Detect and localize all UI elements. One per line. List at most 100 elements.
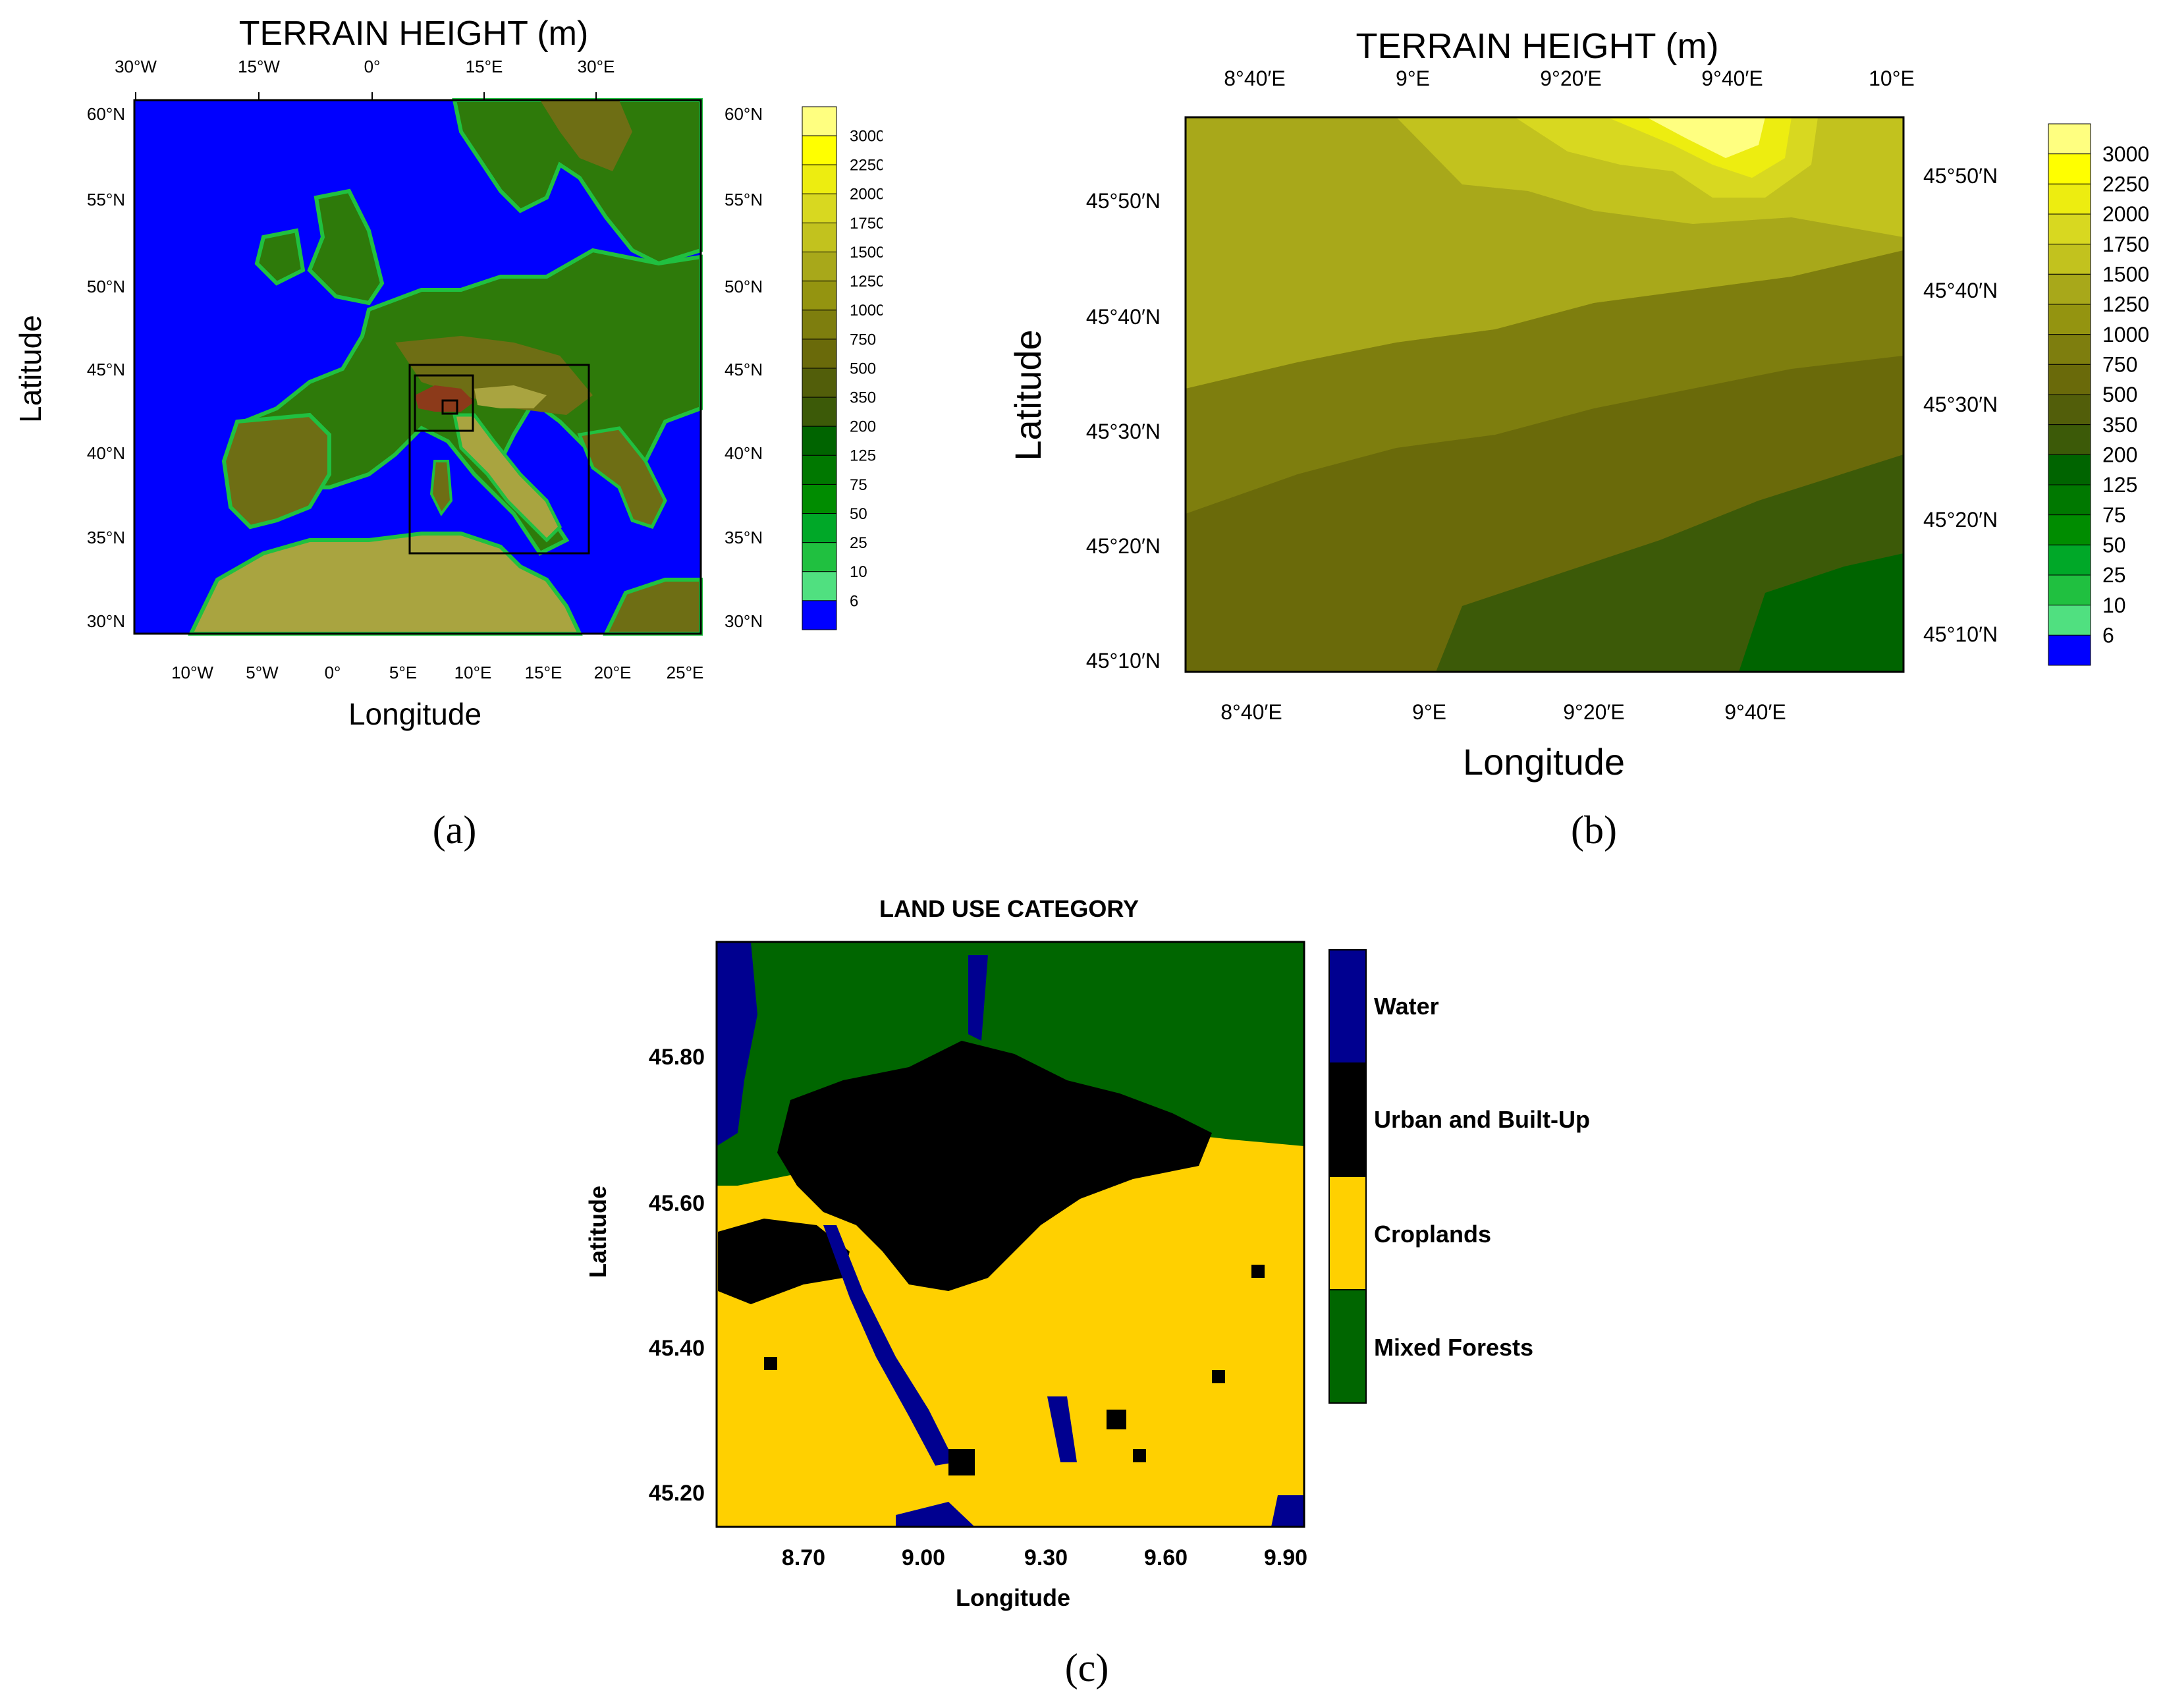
nest-domain-d02	[408, 364, 590, 555]
lat-tick-right: 45°40′N	[1923, 279, 1998, 302]
colorbar-swatch	[802, 281, 837, 311]
bottom-tick-label: 9°E	[1412, 700, 1446, 724]
legend-swatch-forests	[1328, 1289, 1367, 1404]
colorbar-swatch	[2048, 424, 2091, 455]
colorbar-swatch	[2048, 123, 2091, 155]
colorbar-label: 75	[2102, 503, 2126, 527]
legend-label: Croplands	[1374, 1221, 1491, 1248]
lat-tick-right: 45°30′N	[1923, 393, 1998, 416]
colorbar-swatch	[2048, 183, 2091, 215]
lat-tick-right: 50°N	[725, 277, 763, 296]
colorbar-label: 500	[850, 360, 876, 377]
bottom-tick-label: 8°40′E	[1220, 700, 1282, 724]
panel-a-bottom-ticks: 10°W 5°W 0° 5°E 10°E 15°E 20°E 25°E	[171, 663, 703, 682]
bottom-tick-label: 15°E	[525, 663, 562, 682]
colorbar-swatch	[2048, 544, 2091, 576]
panel-a-ylabel: Latitude	[13, 315, 47, 423]
colorbar-label: 125	[2102, 473, 2137, 497]
panel-c-x-ticks: 8.70 9.00 9.30 9.60 9.90	[782, 1545, 1307, 1570]
legend-swatch-urban	[1328, 1062, 1367, 1177]
bottom-tick-label: 10°E	[454, 663, 492, 682]
colorbar-swatch	[802, 426, 837, 456]
panel-b-top-ticks: 8°40′E 9°E 9°20′E 9°40′E 10°E	[1224, 67, 1915, 90]
lat-tick-left: 45°40′N	[1086, 305, 1161, 329]
lat-tick-left: 45°50′N	[1086, 189, 1161, 213]
colorbar-swatch	[2048, 574, 2091, 606]
colorbar-label: 1750	[850, 215, 883, 233]
top-tick-label: 30°W	[115, 57, 157, 76]
top-tick-label: 30°E	[578, 57, 615, 76]
legend-label: Mixed Forests	[1374, 1334, 1533, 1361]
colorbar-swatch	[2048, 484, 2091, 516]
lat-tick-right: 30°N	[725, 611, 763, 631]
lat-tick-left: 50°N	[87, 277, 125, 296]
colorbar-swatch	[802, 252, 837, 282]
lat-tick-right: 60°N	[725, 104, 763, 124]
bottom-tick-label: 0°	[325, 663, 341, 682]
top-tick-label: 9°E	[1396, 67, 1430, 90]
colorbar-swatch	[2048, 213, 2091, 245]
lat-tick-right: 45°50′N	[1923, 164, 1998, 188]
lat-tick-left: 40°N	[87, 443, 125, 463]
colorbar-label: 1750	[2102, 233, 2149, 256]
colorbar-swatch	[802, 193, 837, 223]
colorbar-swatch	[802, 600, 837, 630]
colorbar-label: 350	[850, 389, 876, 407]
colorbar-swatch	[2048, 605, 2091, 636]
colorbar-label: 10	[2102, 593, 2126, 617]
colorbar-label: 25	[2102, 563, 2126, 587]
legend-swatch-croplands	[1328, 1176, 1367, 1290]
bottom-tick-label: 5°E	[389, 663, 417, 682]
colorbar-label: 50	[2102, 534, 2126, 557]
panel-b-right-ticks: 45°50′N 45°40′N 45°30′N 45°20′N 45°10′N	[1923, 164, 1998, 646]
legend-label: Water	[1374, 993, 1439, 1020]
colorbar-label: 10	[850, 563, 867, 581]
colorbar-swatch	[2048, 514, 2091, 545]
panel-b-left-ticks: 45°50′N 45°40′N 45°30′N 45°20′N 45°10′N	[1086, 189, 1161, 673]
top-tick-label: 15°W	[238, 57, 280, 76]
colorbar-swatch	[2048, 334, 2091, 365]
top-tick-label: 9°20′E	[1540, 67, 1602, 90]
panel-c-ylabel: Latitude	[584, 1186, 611, 1278]
colorbar-swatch	[802, 483, 837, 514]
colorbar-label: 3000	[2102, 142, 2149, 166]
colorbar-swatch	[802, 106, 837, 136]
panel-b-xlabel: Longitude	[1463, 741, 1625, 783]
colorbar-swatch	[2048, 364, 2091, 395]
legend-swatch-water	[1328, 949, 1367, 1064]
colorbar-swatch	[2048, 394, 2091, 426]
colorbar-swatch	[802, 513, 837, 543]
colorbar-label: 6	[2102, 624, 2114, 647]
colorbar-label: 50	[850, 505, 867, 523]
colorbar-swatch	[802, 222, 837, 253]
colorbar-label: 2250	[850, 157, 883, 175]
top-tick-label: 9°40′E	[1701, 67, 1763, 90]
panel-b-caption: (b)	[1571, 808, 1617, 852]
bottom-tick-label: 20°E	[594, 663, 632, 682]
lat-tick-right: 55°N	[725, 190, 763, 209]
land-use-map	[715, 941, 1305, 1528]
panel-a: TERRAIN HEIGHT (m)	[13, 14, 883, 852]
x-tick-label: 9.00	[902, 1545, 945, 1570]
colorbar-label: 2000	[850, 186, 883, 204]
colorbar-label: 125	[850, 447, 876, 465]
colorbar-swatch	[2048, 634, 2091, 666]
nest-domain-d04	[441, 399, 458, 415]
colorbar-swatch	[2048, 153, 2091, 184]
panel-c: LAND USE CATEGORY 8.70 9.00 9.30 9.60 9.…	[584, 895, 1590, 1690]
panel-b-colorbar: 3000 2250 2000 1750 1500 1250 1000 750 500 350 200…	[2048, 123, 2149, 666]
colorbar-swatch	[2048, 454, 2091, 485]
y-tick-label: 45.20	[649, 1481, 705, 1506]
colorbar-swatch	[2048, 244, 2091, 275]
bottom-tick-label: 9°20′E	[1563, 700, 1625, 724]
land-use-legend: Water Urban and Built-Up Croplands Mixed…	[1328, 949, 1590, 1404]
colorbar-label: 75	[850, 476, 867, 494]
colorbar-label: 6	[850, 592, 858, 610]
lat-tick-left: 30°N	[87, 611, 125, 631]
lat-tick-right: 45°N	[725, 360, 763, 379]
colorbar-swatch	[2048, 304, 2091, 335]
lat-tick-left: 60°N	[87, 104, 125, 124]
bottom-tick-label: 5°W	[246, 663, 279, 682]
lat-tick-right: 40°N	[725, 443, 763, 463]
panel-c-caption: (c)	[1065, 1646, 1109, 1690]
